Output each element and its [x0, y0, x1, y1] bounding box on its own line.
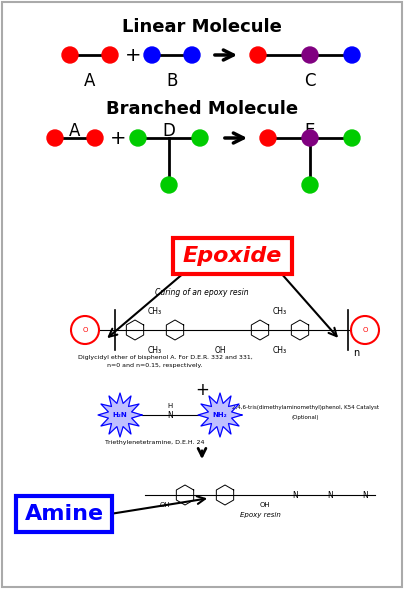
- Text: C: C: [304, 72, 316, 90]
- Text: n: n: [353, 348, 359, 358]
- Text: O: O: [362, 327, 368, 333]
- Circle shape: [47, 130, 63, 146]
- Text: +: +: [195, 381, 209, 399]
- Circle shape: [192, 130, 208, 146]
- Circle shape: [184, 47, 200, 63]
- Text: OH: OH: [214, 346, 226, 355]
- Circle shape: [302, 130, 318, 146]
- Circle shape: [344, 130, 360, 146]
- Text: O: O: [82, 327, 88, 333]
- Text: +: +: [125, 45, 141, 65]
- Text: Epoxy resin: Epoxy resin: [240, 512, 280, 518]
- Text: Epoxide: Epoxide: [183, 246, 282, 266]
- Text: Diglycidyl ether of bisphenol A. For D.E.R. 332 and 331,: Diglycidyl ether of bisphenol A. For D.E…: [78, 355, 252, 360]
- Text: B: B: [166, 72, 178, 90]
- Circle shape: [344, 47, 360, 63]
- Circle shape: [144, 47, 160, 63]
- Text: Branched Molecule: Branched Molecule: [106, 100, 298, 118]
- Circle shape: [161, 177, 177, 193]
- Polygon shape: [98, 393, 142, 437]
- Text: N: N: [167, 411, 173, 419]
- Text: Curing of an epoxy resin: Curing of an epoxy resin: [155, 288, 249, 297]
- FancyBboxPatch shape: [173, 238, 292, 274]
- Text: N: N: [362, 491, 368, 499]
- Text: H₂N: H₂N: [113, 412, 127, 418]
- Text: OH: OH: [260, 502, 270, 508]
- Circle shape: [62, 47, 78, 63]
- Circle shape: [130, 130, 146, 146]
- Text: H: H: [167, 403, 173, 409]
- Circle shape: [302, 47, 318, 63]
- Text: CH₃: CH₃: [273, 307, 287, 316]
- Text: NH₂: NH₂: [213, 412, 227, 418]
- Text: CH₃: CH₃: [148, 307, 162, 316]
- Text: Triethylenetetramine, D.E.H. 24: Triethylenetetramine, D.E.H. 24: [105, 440, 205, 445]
- Text: N: N: [292, 491, 298, 499]
- Polygon shape: [198, 393, 242, 437]
- Text: A: A: [69, 122, 81, 140]
- Circle shape: [87, 130, 103, 146]
- Text: E: E: [305, 122, 315, 140]
- Circle shape: [302, 177, 318, 193]
- Text: OH: OH: [160, 502, 170, 508]
- Circle shape: [102, 47, 118, 63]
- Text: Amine: Amine: [24, 504, 103, 524]
- Text: D: D: [162, 122, 175, 140]
- Circle shape: [250, 47, 266, 63]
- Text: CH₃: CH₃: [148, 346, 162, 355]
- Text: N: N: [327, 491, 333, 499]
- Text: +: +: [110, 128, 126, 147]
- Text: n=0 and n=0.15, respectively.: n=0 and n=0.15, respectively.: [107, 363, 203, 368]
- Text: Linear Molecule: Linear Molecule: [122, 18, 282, 36]
- Circle shape: [260, 130, 276, 146]
- Text: CH₃: CH₃: [273, 346, 287, 355]
- FancyBboxPatch shape: [16, 496, 112, 532]
- Text: A: A: [84, 72, 96, 90]
- Text: 2,4,6-tris(dimethylaminomethyl)phenol, K54 Catalyst: 2,4,6-tris(dimethylaminomethyl)phenol, K…: [231, 405, 379, 410]
- Text: (Optional): (Optional): [291, 415, 319, 420]
